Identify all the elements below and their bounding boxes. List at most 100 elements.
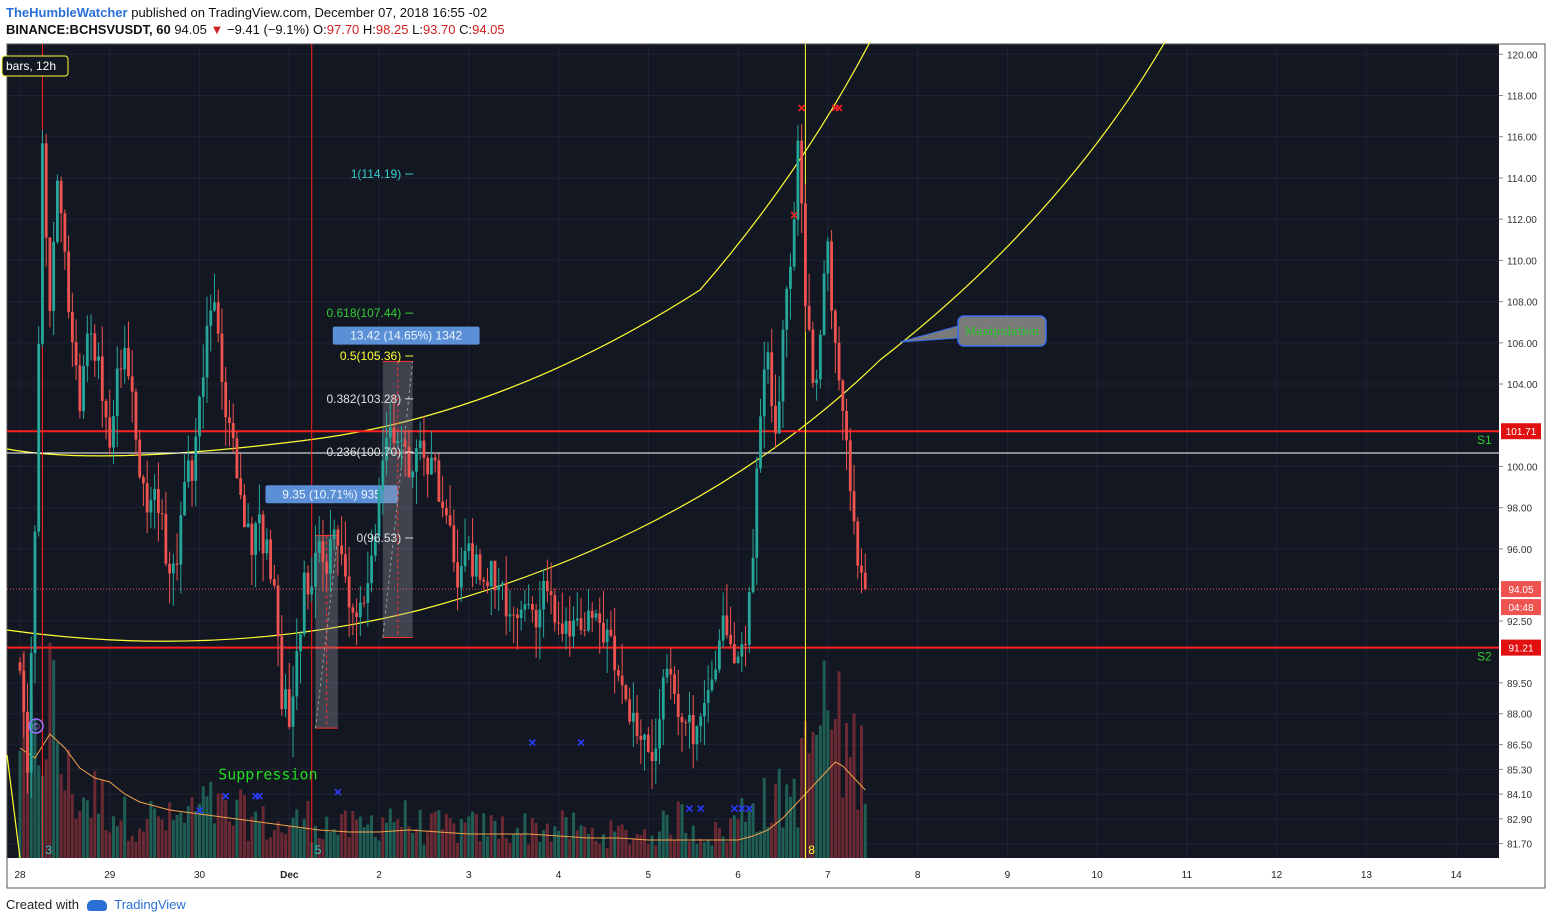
candle-body — [437, 460, 441, 502]
candle-body — [478, 554, 482, 580]
time-tick-label: 8 — [915, 870, 921, 881]
candle-body — [628, 699, 632, 722]
price-tick-label: 110.00 — [1507, 256, 1537, 267]
volume-bar — [759, 830, 763, 858]
candle-body — [740, 644, 744, 657]
candle-body — [732, 644, 736, 664]
volume-bar — [717, 828, 721, 858]
candle-body — [744, 644, 747, 646]
volume-bar — [265, 839, 269, 858]
volume-bar — [687, 841, 691, 858]
candle-body — [770, 352, 774, 406]
candle-body — [100, 356, 104, 401]
volume-bar — [661, 810, 665, 858]
candle-body — [594, 613, 598, 618]
blue-x-mark — [730, 804, 738, 813]
low-label: L: — [412, 22, 423, 37]
candle-body — [321, 541, 325, 562]
candle-body — [631, 712, 635, 722]
candle-body — [695, 726, 699, 745]
created-with-label: Created with — [6, 897, 79, 912]
candle-body — [123, 347, 127, 370]
price-tick-label: 118.00 — [1507, 92, 1537, 103]
price-axis-background — [1499, 44, 1545, 858]
candle-body — [362, 602, 366, 604]
volume-bar — [448, 817, 452, 858]
volume-bar — [168, 802, 172, 858]
volume-bar — [613, 831, 617, 858]
volume-bar — [138, 828, 142, 858]
candle-body — [789, 266, 792, 289]
time-tick-label: 2 — [376, 870, 382, 881]
down-triangle-icon: ▼ — [210, 22, 224, 37]
candle-body — [665, 668, 669, 678]
candle-body — [175, 563, 179, 565]
time-tick-label: 6 — [735, 870, 741, 881]
candle-body — [130, 376, 134, 392]
volume-bar — [489, 815, 493, 858]
candle-body — [250, 523, 254, 555]
volume-bar — [658, 831, 662, 858]
candle-body — [220, 333, 224, 382]
candle-body — [201, 377, 205, 397]
red-x-mark — [835, 104, 843, 112]
volume-bar — [186, 806, 190, 858]
candle-body — [486, 581, 489, 587]
author-name[interactable]: TheHumbleWatcher — [6, 5, 128, 20]
candle-body — [579, 618, 583, 630]
candle-body — [459, 566, 463, 588]
current-price-label: 94.05 — [1508, 585, 1533, 596]
candle-body — [314, 552, 317, 587]
volume-bar — [822, 660, 826, 858]
candle-body — [474, 554, 478, 577]
candle-body — [33, 531, 37, 654]
volume-bar — [564, 817, 568, 858]
volume-bar — [194, 810, 198, 858]
candle-body — [392, 427, 396, 444]
volume-bar — [216, 793, 220, 858]
candle-body — [186, 460, 190, 483]
candle-body — [792, 219, 796, 267]
candle-body — [714, 669, 718, 680]
candle-body — [624, 685, 628, 700]
candle-body — [329, 539, 332, 574]
candle-body — [299, 634, 302, 652]
volume-bar — [37, 765, 41, 858]
candle-body — [115, 368, 119, 417]
price-chart[interactable]: S1 S2 3 5 8 9.35 (10.71%) 935 13.42 (14.65%)… — [0, 42, 1551, 890]
candle-body — [56, 180, 59, 242]
price-tick-label: 81.70 — [1507, 840, 1532, 851]
blue-x-mark — [528, 739, 536, 747]
time-tick-label: 30 — [194, 870, 206, 881]
candle-body — [52, 241, 56, 311]
volume-bar — [639, 835, 643, 858]
volume-bar — [115, 826, 119, 858]
candle-body — [575, 618, 579, 621]
volume-bar — [620, 824, 624, 858]
volume-bar — [381, 817, 385, 858]
candle-body — [736, 656, 740, 664]
candle-body — [530, 604, 534, 610]
price-tick-label: 85.30 — [1507, 765, 1532, 776]
volume-bar — [568, 838, 572, 858]
candle-body — [149, 499, 153, 513]
time-axis-background — [7, 858, 1499, 890]
candle-body — [239, 478, 243, 495]
tradingview-brand[interactable]: TradingView — [114, 897, 186, 912]
time-tick-label: 7 — [825, 870, 831, 881]
candle-body — [568, 621, 572, 637]
volume-bar — [863, 803, 867, 858]
volume-bar — [471, 811, 475, 858]
candle-body — [762, 369, 766, 417]
candle-body — [815, 379, 819, 384]
candle-body — [822, 273, 826, 335]
volume-bar — [55, 742, 59, 858]
candle-body — [725, 615, 729, 635]
volume-bar — [474, 814, 478, 858]
candle-body — [706, 690, 710, 703]
volume-bar — [78, 811, 82, 858]
candle-body — [44, 143, 48, 238]
volume-bar — [482, 813, 486, 858]
blue-x-mark — [685, 804, 694, 813]
volume-bar — [134, 841, 138, 858]
